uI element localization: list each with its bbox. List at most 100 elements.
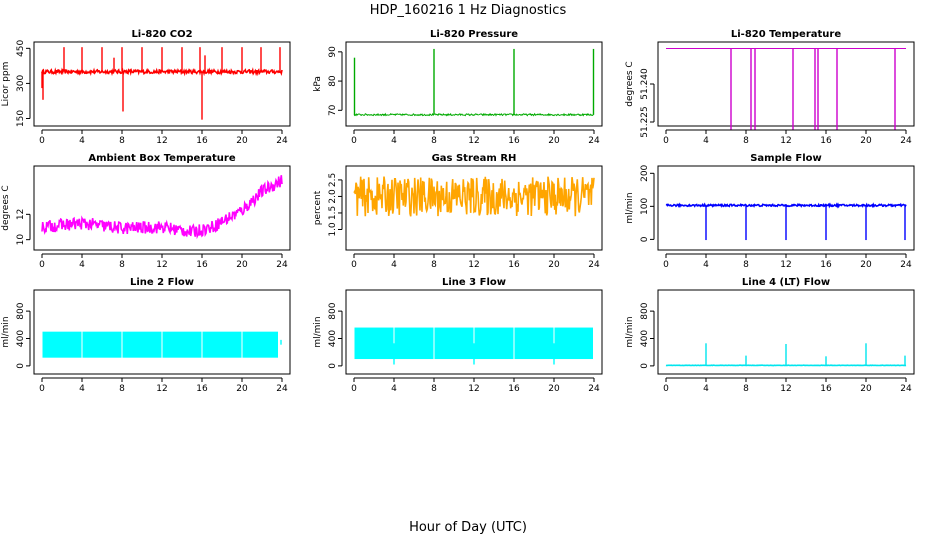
plot-frame bbox=[657, 41, 915, 127]
plot-frame bbox=[657, 165, 915, 251]
x-tick-label: 20 bbox=[548, 136, 560, 146]
chart-panel: Line 2 Flow 0 4 8 12 16 20 24 0 400 800 ml/min bbox=[1, 277, 291, 394]
x-tick-label: 8 bbox=[743, 260, 749, 270]
x-tick-label: 8 bbox=[119, 136, 125, 146]
x-tick-label: 12 bbox=[156, 136, 167, 146]
y-tick-label: 90 bbox=[328, 46, 338, 58]
chart-panel: Li-820 Temperature 0 4 8 12 16 20 24 51.225 51.24… bbox=[625, 29, 915, 146]
flow-band bbox=[514, 327, 554, 360]
x-tick-label: 4 bbox=[79, 384, 85, 394]
x-tick-label: 24 bbox=[276, 384, 288, 394]
x-tick-label: 8 bbox=[119, 260, 125, 270]
panel-title: Li-820 Temperature bbox=[731, 29, 841, 40]
x-tick-label: 20 bbox=[860, 260, 872, 270]
data-series bbox=[41, 47, 283, 120]
x-tick-label: 12 bbox=[780, 384, 791, 394]
y-tick-label: 400 bbox=[640, 330, 650, 347]
x-tick-label: 0 bbox=[39, 136, 45, 146]
x-tick-label: 0 bbox=[663, 260, 669, 270]
x-tick-label: 24 bbox=[900, 384, 912, 394]
x-tick-label: 8 bbox=[431, 136, 437, 146]
x-tick-label: 20 bbox=[860, 136, 872, 146]
y-tick-label: 1.5 bbox=[328, 206, 338, 220]
x-tick-label: 16 bbox=[196, 136, 208, 146]
y-tick-label: 400 bbox=[16, 330, 26, 347]
chart-panel: Sample Flow 0 4 8 12 16 20 24 0 100 200 ml/min bbox=[625, 153, 915, 270]
y-tick-label: 80 bbox=[328, 75, 338, 87]
chart-panel: Li-820 Pressure 0 4 8 12 16 20 24 70 80 90 kPa bbox=[313, 29, 603, 146]
flow-band bbox=[82, 331, 122, 358]
x-tick-label: 4 bbox=[703, 384, 709, 394]
flow-band bbox=[202, 331, 242, 358]
x-tick-label: 24 bbox=[276, 136, 288, 146]
y-axis-label: ml/min bbox=[1, 316, 11, 347]
flow-band bbox=[554, 327, 593, 360]
panel-title: Gas Stream RH bbox=[432, 153, 517, 164]
plot-frame bbox=[33, 165, 291, 251]
x-tick-label: 24 bbox=[276, 260, 288, 270]
x-tick-label: 20 bbox=[236, 136, 248, 146]
x-tick-label: 4 bbox=[391, 384, 397, 394]
x-tick-label: 12 bbox=[468, 136, 479, 146]
y-tick-label: 300 bbox=[16, 75, 26, 92]
x-tick-label: 20 bbox=[860, 384, 872, 394]
x-tick-label: 20 bbox=[236, 260, 248, 270]
y-tick-label: 0 bbox=[16, 363, 26, 369]
y-tick-label: 0 bbox=[640, 363, 650, 369]
x-tick-label: 20 bbox=[548, 384, 560, 394]
chart-panel: Line 4 (LT) Flow 0 4 8 12 16 20 24 0 400 800 ml/min bbox=[625, 277, 915, 394]
flow-band bbox=[242, 331, 278, 358]
x-tick-label: 16 bbox=[508, 384, 520, 394]
x-tick-label: 8 bbox=[431, 384, 437, 394]
x-tick-label: 16 bbox=[196, 260, 208, 270]
y-axis-label: degrees C bbox=[1, 185, 11, 230]
x-tick-label: 20 bbox=[548, 260, 560, 270]
chart-panel: Ambient Box Temperature 0 4 8 12 16 20 24 10 12 de… bbox=[1, 153, 291, 270]
plot-frame bbox=[33, 289, 291, 375]
y-axis-label: Licor ppm bbox=[1, 62, 11, 107]
x-tick-label: 16 bbox=[820, 384, 832, 394]
panel-title: Sample Flow bbox=[750, 153, 822, 164]
x-tick-label: 0 bbox=[39, 260, 45, 270]
y-tick-label: 2.5 bbox=[328, 173, 338, 187]
data-series bbox=[353, 48, 595, 117]
y-axis-label: kPa bbox=[313, 76, 323, 92]
panel-title: Li-820 Pressure bbox=[430, 29, 518, 40]
y-tick-label: 800 bbox=[16, 302, 26, 319]
y-tick-label: 100 bbox=[640, 197, 650, 214]
plot-frame bbox=[345, 289, 603, 375]
flow-band bbox=[162, 331, 202, 358]
x-tick-label: 0 bbox=[351, 384, 357, 394]
y-tick-label: 450 bbox=[16, 39, 26, 56]
y-tick-label: 400 bbox=[328, 330, 338, 347]
y-axis-label: percent bbox=[313, 190, 323, 225]
x-tick-label: 12 bbox=[468, 260, 479, 270]
panel-title: Line 3 Flow bbox=[442, 277, 506, 288]
flow-band bbox=[42, 331, 82, 358]
figure-title: HDP_160216 1 Hz Diagnostics bbox=[370, 3, 567, 18]
y-tick-label: 0 bbox=[640, 236, 650, 242]
chart-panel: Li-820 CO2 0 4 8 12 16 20 24 150 300 450 Licor ppm bbox=[1, 29, 291, 146]
x-tick-label: 0 bbox=[39, 384, 45, 394]
plot-frame bbox=[657, 289, 915, 375]
y-axis-label: ml/min bbox=[625, 192, 635, 223]
x-tick-label: 12 bbox=[156, 384, 167, 394]
x-tick-label: 0 bbox=[663, 384, 669, 394]
y-tick-label: 800 bbox=[640, 302, 650, 319]
y-tick-label: 800 bbox=[328, 302, 338, 319]
series-line bbox=[353, 176, 595, 217]
series-line bbox=[353, 112, 595, 117]
x-tick-label: 16 bbox=[820, 260, 832, 270]
x-tick-label: 12 bbox=[780, 136, 791, 146]
y-axis-label: ml/min bbox=[625, 316, 635, 347]
y-tick-label: 51.240 bbox=[640, 68, 650, 100]
x-tick-label: 8 bbox=[743, 136, 749, 146]
x-tick-label: 16 bbox=[508, 136, 520, 146]
x-tick-label: 0 bbox=[663, 136, 669, 146]
y-tick-label: 200 bbox=[640, 164, 650, 181]
x-tick-label: 16 bbox=[196, 384, 208, 394]
x-tick-label: 4 bbox=[391, 260, 397, 270]
x-tick-label: 12 bbox=[468, 384, 479, 394]
data-series bbox=[665, 202, 907, 241]
